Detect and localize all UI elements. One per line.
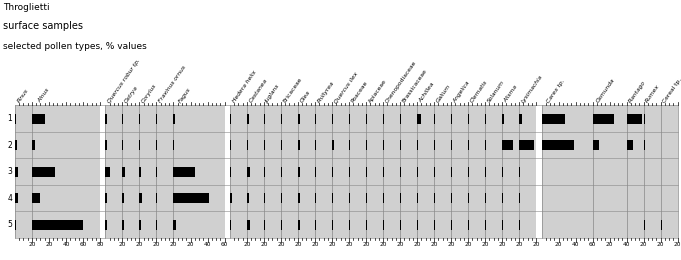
Text: Ostrya: Ostrya <box>124 85 140 104</box>
Text: 60: 60 <box>221 242 228 247</box>
Text: Plantago: Plantago <box>628 80 647 104</box>
Text: 20: 20 <box>118 242 126 247</box>
Text: Castanea: Castanea <box>249 78 268 104</box>
Text: Angelica: Angelica <box>452 80 471 104</box>
Text: Fraxinus ornus: Fraxinus ornus <box>158 65 187 104</box>
Text: 20: 20 <box>674 242 681 247</box>
Text: Rumex: Rumex <box>645 84 661 104</box>
Text: Brassicaceae: Brassicaceae <box>401 69 428 104</box>
Text: Fagus: Fagus <box>178 87 192 104</box>
Text: 20: 20 <box>657 242 665 247</box>
Text: 40: 40 <box>62 242 69 247</box>
Text: selected pollen types, % values: selected pollen types, % values <box>3 42 147 51</box>
Text: 20: 20 <box>153 242 160 247</box>
Text: Ericaceae: Ericaceae <box>283 77 303 104</box>
Text: 20: 20 <box>260 242 268 247</box>
Text: 4: 4 <box>7 194 12 203</box>
Text: Hedera helix: Hedera helix <box>232 70 257 104</box>
Text: Carex tp.: Carex tp. <box>545 79 565 104</box>
Text: 20: 20 <box>555 242 563 247</box>
Text: Solanum: Solanum <box>486 80 505 104</box>
Text: 20: 20 <box>430 242 438 247</box>
Text: Alnus: Alnus <box>37 88 51 104</box>
Text: Alisma: Alisma <box>503 85 519 104</box>
Text: 20: 20 <box>640 242 648 247</box>
Text: 40: 40 <box>623 242 631 247</box>
Text: 20: 20 <box>170 242 177 247</box>
Text: 5: 5 <box>7 220 12 229</box>
Text: 20: 20 <box>481 242 489 247</box>
Text: Clematis: Clematis <box>469 80 488 104</box>
Text: Phillyrea: Phillyrea <box>317 80 335 104</box>
Text: 20: 20 <box>464 242 472 247</box>
Text: 20: 20 <box>396 242 404 247</box>
Text: 60: 60 <box>79 242 86 247</box>
Text: 20: 20 <box>447 242 455 247</box>
Text: Quercus robur tp.: Quercus robur tp. <box>107 58 141 104</box>
Text: 20: 20 <box>362 242 370 247</box>
Text: 20: 20 <box>379 242 387 247</box>
Text: 20: 20 <box>533 242 540 247</box>
Text: Corylus: Corylus <box>141 83 158 104</box>
Text: 20: 20 <box>606 242 614 247</box>
Text: Cereal tp.: Cereal tp. <box>662 77 681 104</box>
Text: Osmunda: Osmunda <box>595 78 616 104</box>
Text: 40: 40 <box>572 242 580 247</box>
Text: Juglans: Juglans <box>266 84 282 104</box>
Text: Apiaceae: Apiaceae <box>367 79 387 104</box>
Text: 2: 2 <box>7 141 12 149</box>
Text: 20: 20 <box>243 242 251 247</box>
Text: 20: 20 <box>45 242 52 247</box>
Text: 20: 20 <box>187 242 194 247</box>
Text: Pinus: Pinus <box>16 88 29 104</box>
Text: 20: 20 <box>345 242 353 247</box>
Text: 80: 80 <box>96 242 104 247</box>
Text: 60: 60 <box>589 242 597 247</box>
Text: Lysimachia: Lysimachia <box>520 74 543 104</box>
Text: Achillea: Achillea <box>418 82 436 104</box>
Text: 20: 20 <box>498 242 506 247</box>
Text: 20: 20 <box>328 242 336 247</box>
Text: Quercus ilex: Quercus ilex <box>334 71 359 104</box>
Text: Galium: Galium <box>435 84 452 104</box>
Text: 20: 20 <box>277 242 285 247</box>
Text: 40: 40 <box>204 242 211 247</box>
Text: 20: 20 <box>28 242 35 247</box>
Text: 20: 20 <box>311 242 319 247</box>
Text: 20: 20 <box>413 242 421 247</box>
Text: 20: 20 <box>294 242 302 247</box>
Text: 20: 20 <box>136 242 143 247</box>
Text: Olea: Olea <box>300 90 311 104</box>
Text: 3: 3 <box>7 167 12 176</box>
Text: 1: 1 <box>7 114 12 123</box>
Text: 20: 20 <box>516 242 523 247</box>
Text: Chenopodiaceae: Chenopodiaceae <box>384 60 417 104</box>
Text: surface samples: surface samples <box>3 21 83 31</box>
Text: Poaceae: Poaceae <box>350 80 369 104</box>
Text: Throglietti: Throglietti <box>3 3 50 12</box>
